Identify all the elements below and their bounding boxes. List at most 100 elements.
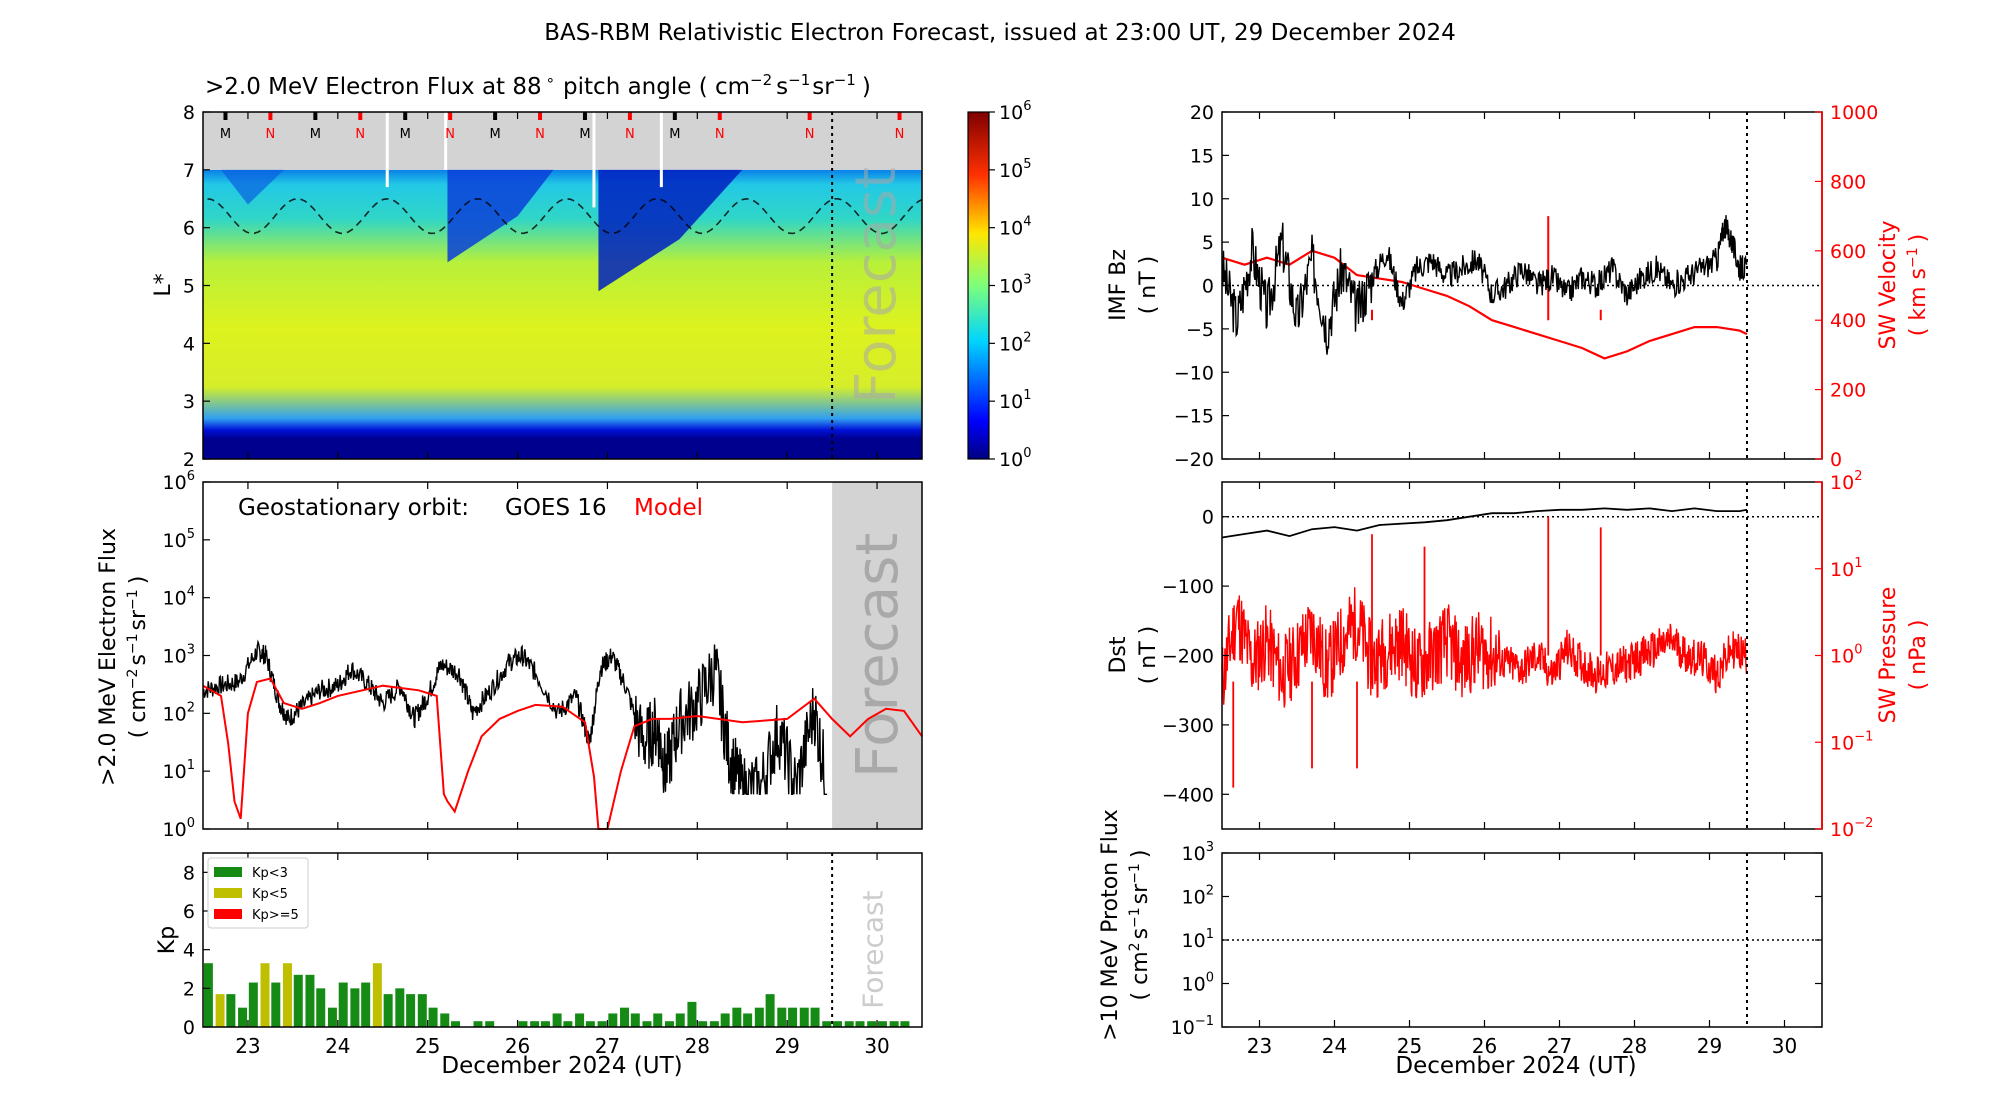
goes-ylabel-1: >2.0 MeV Electron Flux [96,528,121,786]
dst-ylabel-left-unit: ( nT ) [1136,626,1161,685]
goes-forecast-shade [832,482,922,829]
dst-plot-area [1221,481,1823,830]
kp-bar [687,1001,697,1027]
dst-ytick-label: −400 [1162,784,1214,806]
goes-ytick-label: 105 [163,527,195,552]
goes-ylabel-2: ( cm−2s−1sr−1) [125,576,151,739]
kp-bar [203,963,213,1027]
kp-bar [709,1021,719,1027]
proton-y-axis: 10−1 100 101 102 103 [1171,840,1822,1039]
kp-bar [540,1021,550,1027]
proton-xtick-label: 28 [1622,1034,1647,1058]
kp-bar [630,1013,640,1027]
lstar-orbit-marker-label: N [535,127,545,142]
proton-plot-area [1221,852,1823,1028]
kp-legend: Kp<3 Kp<5 Kp>=5 [207,857,309,929]
pressure-ytick-label: 10−1 [1830,729,1873,754]
lstar-magnetopause-curve [207,197,923,235]
goes-observed-line [202,639,828,795]
kp-legend-swatch [214,867,242,877]
kp-bar [248,982,258,1027]
kp-bar [417,994,427,1027]
kp-bar [238,1007,248,1027]
colorbar: 100 101 102 103 104 105 106 [967,99,1031,471]
kp-bar [440,1013,450,1027]
proton-xtick-label: 30 [1772,1034,1797,1058]
proton-ytick-label: 100 [1182,971,1214,996]
kp-legend-label: Kp<3 [252,866,288,881]
lstar-ytick-label: 2 [183,449,195,471]
kp-bar [260,963,270,1027]
kp-bar [271,982,281,1027]
kp-bar [889,1021,899,1027]
pressure-ytick-label: 10−2 [1830,816,1873,841]
pressure-line [1221,587,1748,708]
lstar-orbit-marker-label: M [669,127,680,142]
kp-bar [518,1021,528,1027]
kp-bar [822,1021,832,1027]
dst-x-axis [1258,482,1786,829]
lstar-x-axis [247,112,878,459]
goes-ytick-label: 101 [163,758,195,783]
lstar-y-axis: 2 3 4 5 6 7 8 [183,102,210,471]
kp-bar [428,1007,438,1027]
lstar-title: >2.0 MeV Electron Flux at 88 ∘ pitch angle… [205,71,871,100]
kp-frame [202,852,923,1028]
dst-ytick-label: −100 [1162,576,1214,598]
kp-xtick-label: 29 [774,1034,799,1058]
proton-ytick-label: 103 [1182,840,1214,865]
kp-bar [575,1013,585,1027]
kp-bar [485,1021,495,1027]
kp-ytick-label: 6 [183,901,195,923]
velocity-ytick-label: 800 [1830,171,1866,193]
pressure-ytick-label: 101 [1830,556,1862,581]
colorbar-tick-label: 103 [999,273,1031,298]
figure-title: BAS-RBM Relativistic Electron Forecast, … [544,20,1455,46]
kp-ylabel: Kp [155,926,180,954]
lstar-ytick-label: 4 [183,333,195,355]
kp-bar [765,994,775,1027]
colorbar-tick-label: 102 [999,330,1031,355]
velocity-ytick-label: 200 [1830,380,1866,402]
kp-legend-swatch [214,909,242,919]
goes-ytick-label: 104 [163,585,195,610]
lstar-orbit-marker-label: N [355,127,365,142]
dst-panel: Dst ( nT ) SW Pressure ( nPa ) −400−300−… [1106,469,1931,841]
kp-bar [833,1021,843,1027]
proton-x-axis: 23 24 25 26 27 28 29 30 [1247,853,1797,1058]
kp-bar [743,1013,753,1027]
lstar-ytick-label: 3 [183,391,195,413]
kp-ytick-label: 4 [183,940,195,962]
kp-bar [810,1007,820,1027]
kp-legend-label: Kp>=5 [252,908,299,923]
goes-orbit-label: Geostationary orbit: [238,495,469,521]
imf-ytick-label: −5 [1186,319,1214,341]
kp-xtick-label: 23 [235,1034,260,1058]
kp-bar [293,974,303,1027]
kp-bar [226,994,236,1027]
kp-xtick-label: 27 [595,1034,620,1058]
kp-bar [642,1021,652,1027]
lstar-orbit-marker-label: N [266,127,276,142]
goes-ytick-label: 103 [163,643,195,668]
imf-ytick-label: 0 [1202,276,1214,298]
kp-bar [732,1007,742,1027]
kp-bar [608,1013,618,1027]
goes-ytick-label: 106 [163,469,195,494]
goes-ytick-label: 100 [163,816,195,841]
kp-bar [316,988,326,1027]
proton-panel: >10 MeV Proton Flux ( cm2s−1sr−1) 10−110… [1098,809,1823,1079]
dst-ytick-label: −300 [1162,715,1214,737]
imf-ytick-label: 5 [1202,232,1214,254]
kp-bar [799,1007,809,1027]
kp-plot-area: Forecast [202,852,923,1028]
kp-bar [305,974,315,1027]
lstar-panel: >2.0 MeV Electron Flux at 88 ∘ pitch angle… [151,71,1031,471]
lstar-orbit-marker-label: M [310,127,321,142]
kp-xtick-label: 30 [864,1034,889,1058]
kp-bar [900,1021,910,1027]
pressure-ytick-label: 102 [1830,469,1862,494]
lstar-orbit-marker-label: N [445,127,455,142]
kp-xtick-label: 26 [505,1034,530,1058]
kp-xtick-label: 25 [415,1034,440,1058]
